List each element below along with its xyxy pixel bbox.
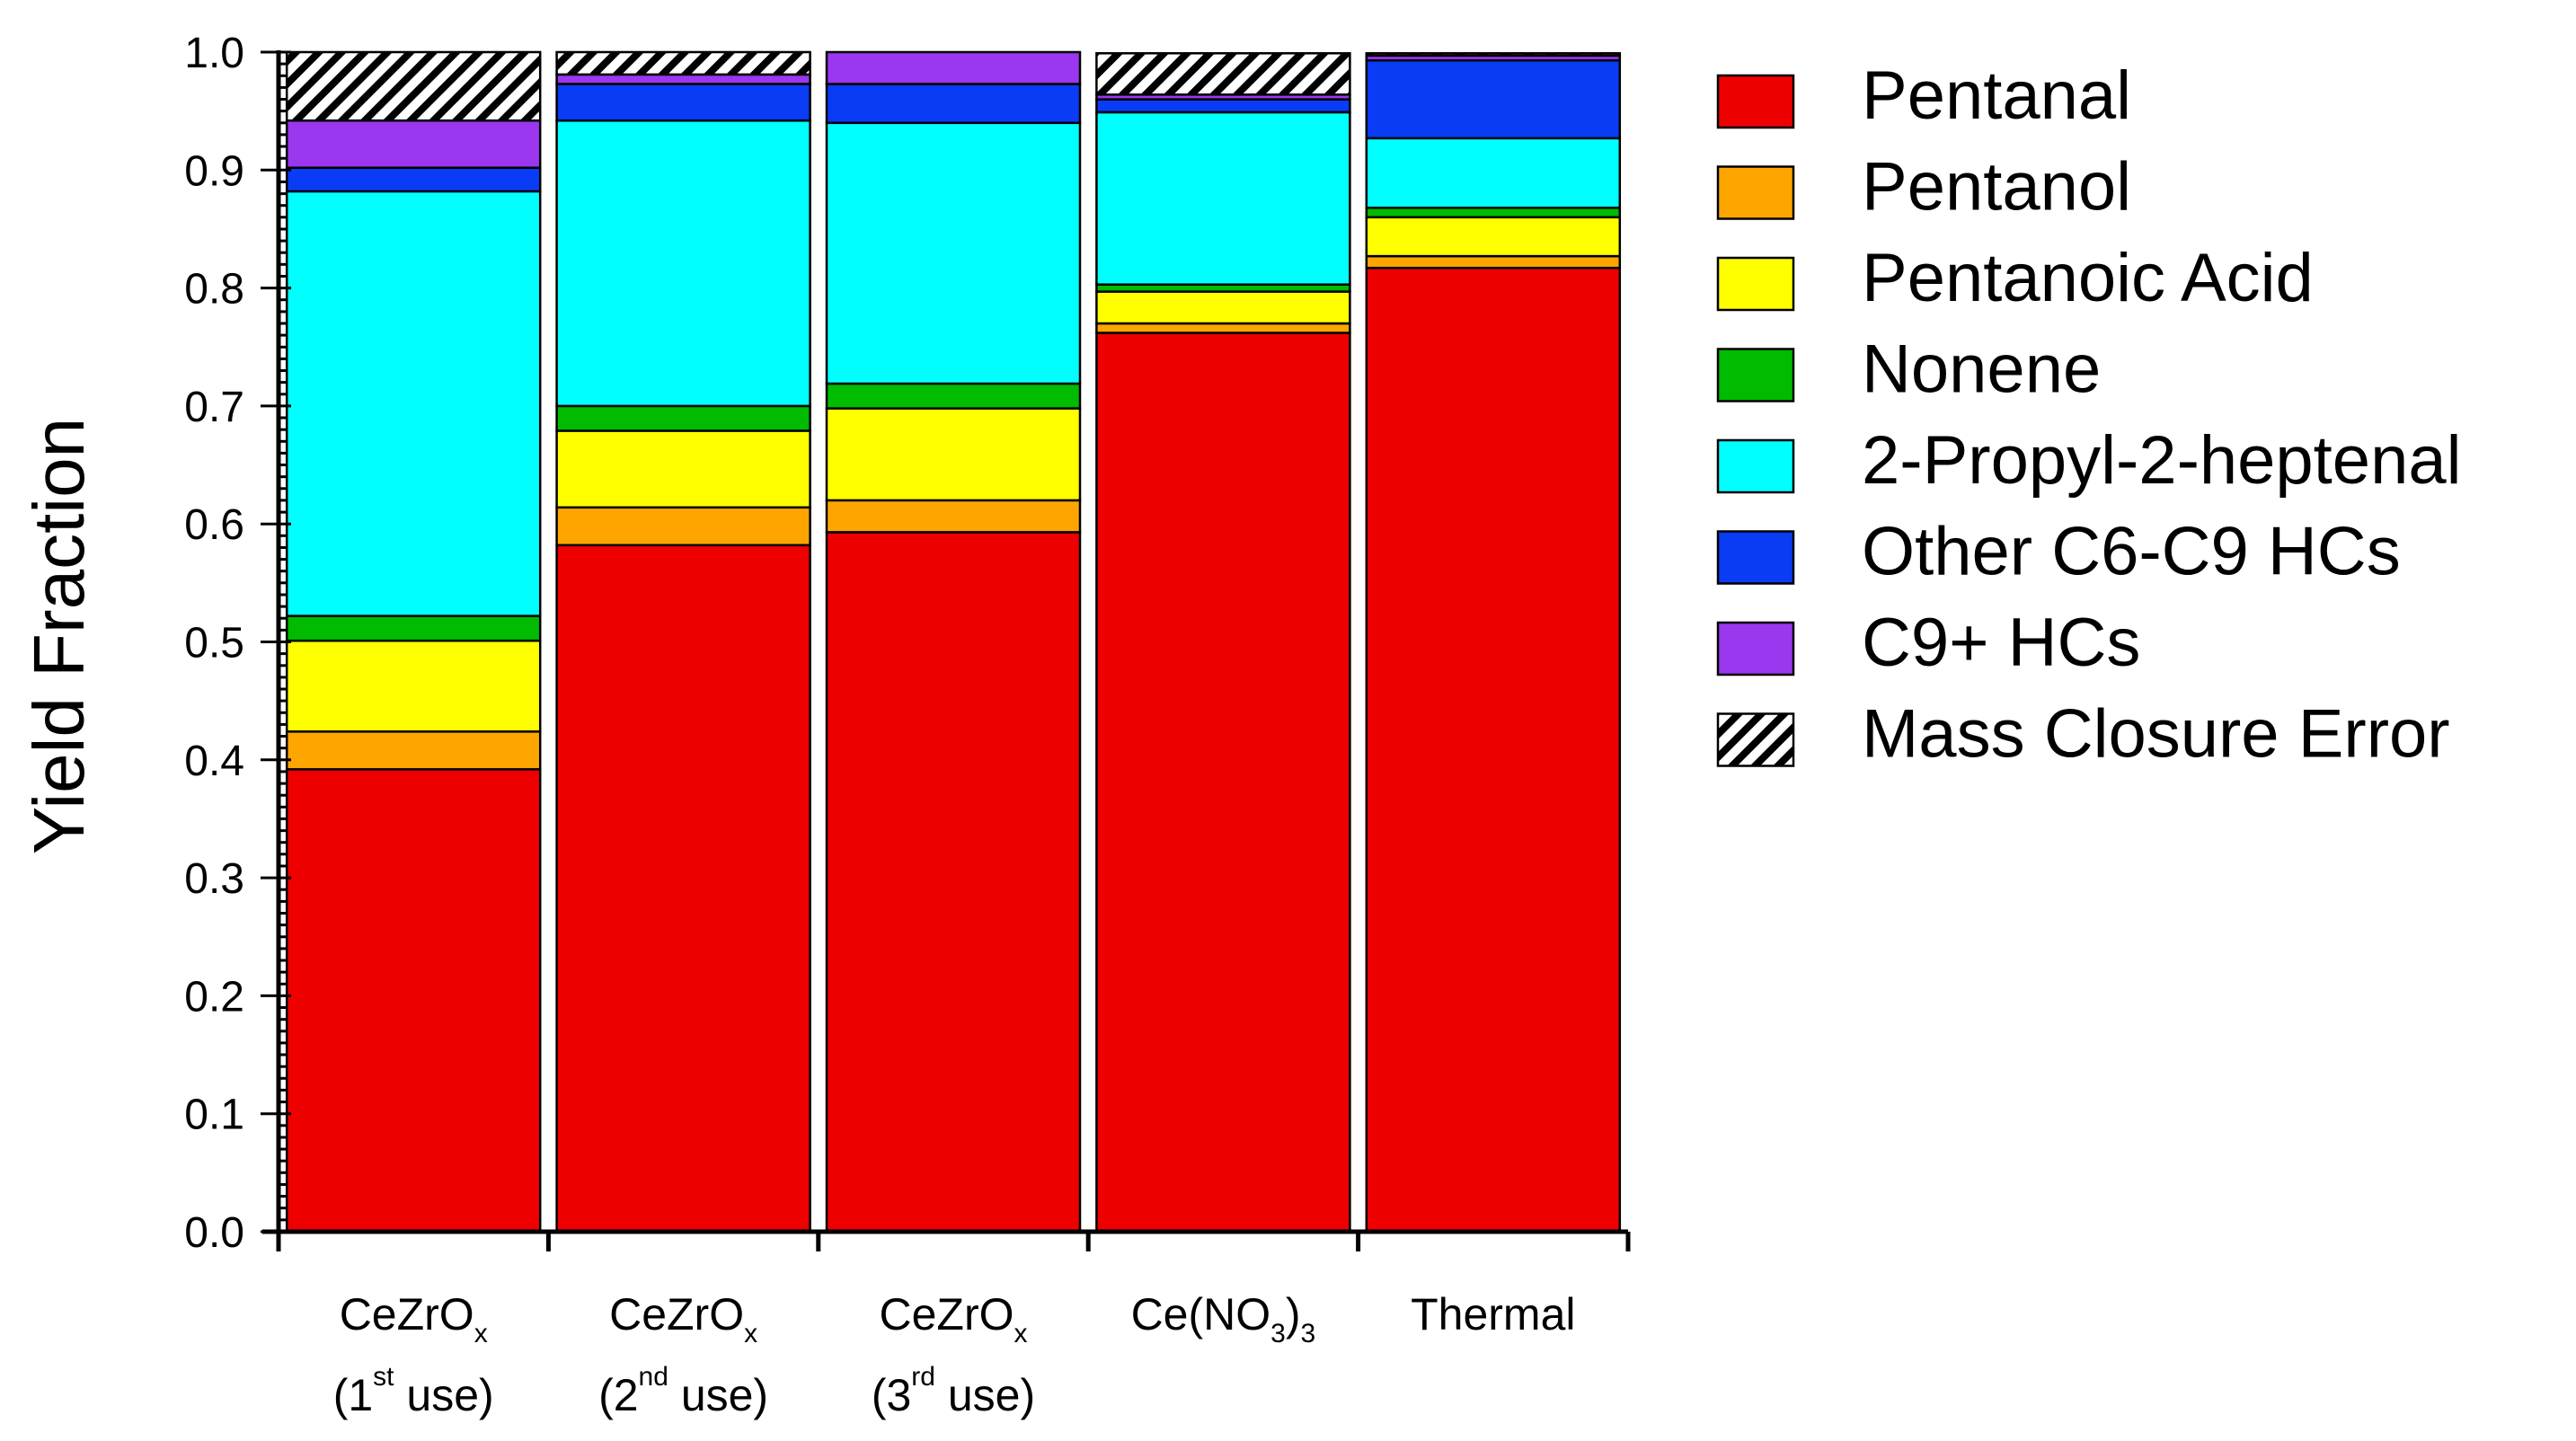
x-tick-label: CeZrOx (3rd use) — [871, 1289, 1036, 1420]
y-tick-label: 0.7 — [184, 384, 244, 431]
legend-swatch-2-propyl-2-heptenal — [1716, 438, 1795, 494]
legend-swatch-mass-closure-error — [1716, 712, 1795, 767]
y-tick-label: 0.3 — [184, 855, 244, 903]
bar-segment-pentanal-1 — [285, 768, 542, 1233]
bar-segment-pentanoic-acid-5 — [1365, 216, 1622, 258]
bar-segment-pentanol-3 — [825, 499, 1082, 534]
y-tick-label: 0.6 — [184, 501, 244, 549]
bar-segment-pentanal-4 — [1095, 332, 1351, 1233]
legend-label-pentanol: Pentanol — [1862, 149, 2131, 225]
bar-segment-nonene-3 — [825, 382, 1082, 410]
legend-label-other-c6-c9-hcs: Other C6-C9 HCs — [1862, 514, 2401, 590]
bar-segment-2-propyl-2-heptenal-2 — [555, 119, 811, 408]
bar-segment-mass-closure-error-5 — [1365, 52, 1622, 57]
bar-segment-pentanal-3 — [825, 531, 1082, 1233]
bar-segment-pentanoic-acid-1 — [285, 639, 542, 733]
bar-segment-other-c6-c9-hcs-1 — [285, 166, 542, 193]
bar-segment-nonene-2 — [555, 404, 811, 432]
bar-segment-2-propyl-2-heptenal-4 — [1095, 111, 1351, 286]
legend-label-nonene: Nonene — [1862, 332, 2101, 408]
legend-swatch-c9-hcs — [1716, 621, 1795, 676]
x-tick-label: CeZrOx (1st use) — [332, 1289, 494, 1420]
legend-swatch-pentanoic-acid — [1716, 256, 1795, 312]
x-tick-label: CeZrOx (2nd use) — [598, 1289, 769, 1420]
bar-segment-c9-hcs-2 — [555, 73, 811, 85]
bar-segment-pentanol-1 — [285, 730, 542, 771]
y-tick-label: 0.2 — [184, 973, 244, 1021]
legend-label-2-propyl-2-heptenal: 2-Propyl-2-heptenal — [1862, 422, 2462, 499]
bar-segment-2-propyl-2-heptenal-3 — [825, 121, 1082, 385]
bar-segment-pentanal-2 — [555, 544, 811, 1233]
bar-segment-other-c6-c9-hcs-2 — [555, 83, 811, 122]
y-tick-label: 0.0 — [184, 1209, 244, 1257]
bar-segment-pentanol-5 — [1365, 254, 1622, 270]
bar-segment-pentanal-5 — [1365, 267, 1622, 1233]
bar-segment-mass-closure-error-1 — [285, 50, 542, 122]
y-tick-label: 0.8 — [184, 266, 244, 314]
y-tick-label: 1.0 — [184, 30, 244, 77]
bar-segment-pentanol-2 — [555, 506, 811, 547]
y-axis-label: Yield Fraction — [19, 418, 99, 854]
y-tick-label: 0.9 — [184, 147, 244, 195]
bar-segment-other-c6-c9-hcs-4 — [1095, 98, 1351, 114]
bar-segment-c9-hcs-1 — [285, 119, 542, 169]
x-tick-label: Thermal — [1411, 1289, 1576, 1339]
bar-segment-c9-hcs-3 — [825, 50, 1082, 85]
bar-segment-pentanol-4 — [1095, 322, 1351, 334]
legend-swatch-pentanal — [1716, 74, 1795, 129]
legend-label-pentanoic-acid: Pentanoic Acid — [1862, 240, 2314, 316]
y-tick-label: 0.4 — [184, 738, 244, 785]
bar-segment-2-propyl-2-heptenal-5 — [1365, 137, 1622, 209]
bar-segment-2-propyl-2-heptenal-1 — [285, 190, 542, 617]
legend-label-mass-closure-error: Mass Closure Error — [1862, 696, 2450, 773]
legend-label-pentanal: Pentanal — [1862, 57, 2131, 134]
bar-segment-mass-closure-error-4 — [1095, 52, 1351, 96]
bar-segment-pentanoic-acid-4 — [1095, 290, 1351, 325]
bar-segment-pentanoic-acid-2 — [555, 429, 811, 509]
bar-segment-mass-closure-error-2 — [555, 50, 811, 76]
legend-label-c9-hcs: C9+ HCs — [1862, 605, 2140, 681]
x-tick-label: Ce(NO3)3 — [1130, 1289, 1316, 1348]
y-tick-label: 0.1 — [184, 1092, 244, 1139]
bar-segment-nonene-1 — [285, 614, 542, 642]
bar-segment-other-c6-c9-hcs-5 — [1365, 58, 1622, 140]
bar-segment-nonene-5 — [1365, 207, 1622, 219]
y-tick-label: 0.5 — [184, 620, 244, 667]
legend-swatch-other-c6-c9-hcs — [1716, 530, 1795, 585]
legend-swatch-pentanol — [1716, 165, 1795, 220]
bar-segment-pentanoic-acid-3 — [825, 407, 1082, 502]
bar-segment-other-c6-c9-hcs-3 — [825, 83, 1082, 125]
legend-swatch-nonene — [1716, 348, 1795, 402]
